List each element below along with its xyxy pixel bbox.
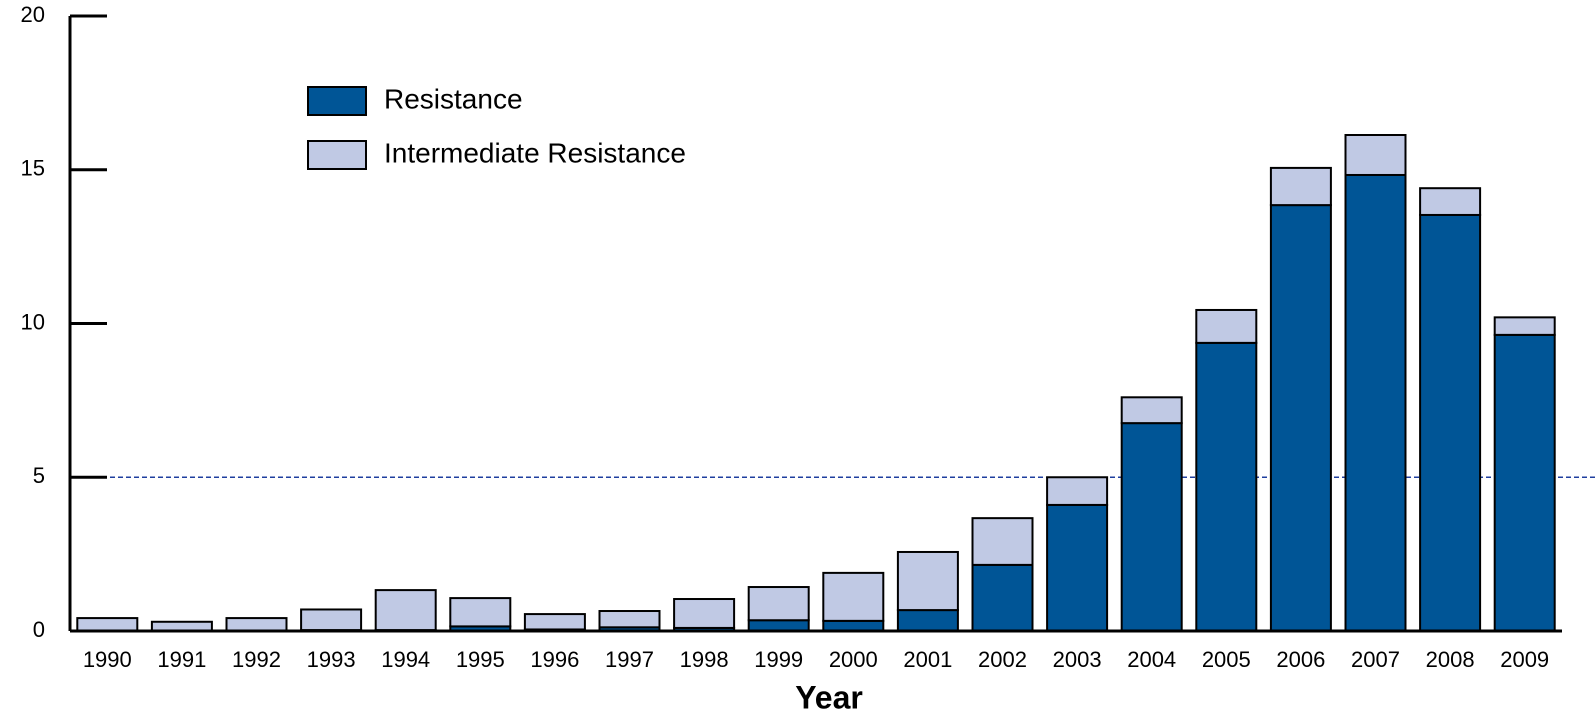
bar-segment (1269, 204, 1332, 633)
y-tick-label: 10 (21, 309, 45, 334)
legend-swatch (307, 86, 367, 116)
bar-segment (747, 619, 810, 632)
legend-label: Intermediate Resistance (384, 137, 686, 168)
x-tick-label: 1990 (83, 647, 132, 672)
x-tick-label: 2008 (1426, 647, 1475, 672)
x-tick-label: 2001 (903, 647, 952, 672)
bar-segment (1419, 187, 1482, 216)
x-tick-label: 1998 (680, 647, 729, 672)
x-tick-label: 2004 (1127, 647, 1176, 672)
bar-segment (747, 586, 810, 622)
bar-segment (1120, 396, 1183, 425)
bar-segment (971, 563, 1034, 633)
bar-segment (1269, 166, 1332, 207)
bar-segment (225, 617, 288, 633)
bar-segment (971, 517, 1034, 566)
bar-segment (896, 550, 959, 612)
x-tick-label: 2007 (1351, 647, 1400, 672)
bar-segment (598, 610, 661, 629)
x-tick-label: 1992 (232, 647, 281, 672)
bar-segment (300, 608, 363, 632)
x-tick-label: 2006 (1276, 647, 1325, 672)
bar-segment (1344, 173, 1407, 632)
x-tick-label: 2000 (829, 647, 878, 672)
y-tick-label: 5 (33, 463, 45, 488)
bar-segment (1046, 503, 1109, 632)
x-tick-label: 1993 (307, 647, 356, 672)
x-tick-label: 1996 (530, 647, 579, 672)
y-tick-label: 20 (21, 2, 45, 27)
bar-segment (1120, 422, 1183, 632)
bar-segment (896, 609, 959, 633)
bar-segment (1493, 333, 1556, 632)
x-tick-label: 1994 (381, 647, 430, 672)
x-tick-label: 2005 (1202, 647, 1251, 672)
y-tick-label: 0 (33, 617, 45, 642)
bar-segment (1195, 308, 1258, 344)
x-tick-label: 1997 (605, 647, 654, 672)
bar-segment (523, 613, 586, 631)
x-tick-label: 1995 (456, 647, 505, 672)
legend-swatch (307, 140, 367, 170)
bar-segment (449, 597, 512, 628)
bar-segment (822, 571, 885, 622)
bar-segment (1344, 134, 1407, 176)
x-tick-label: 1991 (157, 647, 206, 672)
x-axis-title: Year (795, 679, 863, 715)
bar-segment (374, 589, 437, 632)
bar-segment (673, 598, 736, 629)
bar-segment (1195, 341, 1258, 632)
bar-segment (822, 619, 885, 632)
bar-segment (76, 617, 139, 633)
bar-segment (1046, 476, 1109, 506)
y-tick-label: 15 (21, 156, 45, 181)
x-tick-label: 2002 (978, 647, 1027, 672)
bar-segment (1493, 316, 1556, 336)
x-tick-label: 2009 (1500, 647, 1549, 672)
x-tick-label: 2003 (1053, 647, 1102, 672)
bar-segment (1419, 213, 1482, 632)
legend-label: Resistance (384, 83, 523, 114)
x-tick-label: 1999 (754, 647, 803, 672)
